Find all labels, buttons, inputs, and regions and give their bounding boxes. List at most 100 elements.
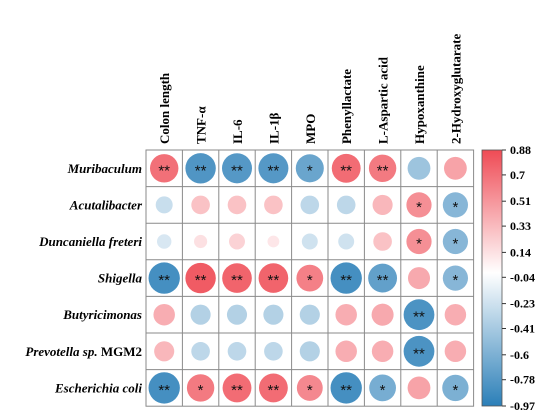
significance-mark: * (452, 236, 458, 253)
correlation-circle (190, 304, 211, 325)
row-label: Prevotella sp. MGM2 (25, 344, 142, 359)
correlation-circle (296, 374, 323, 401)
significance-mark: * (380, 382, 386, 399)
significance-mark: ** (158, 382, 170, 399)
colorbar-tick-label: -0.04 (510, 270, 535, 284)
correlation-circle (372, 194, 393, 215)
row-labels: Muribaculum Acutalibacter Duncaniella fret… (25, 161, 143, 396)
correlation-circle (264, 195, 283, 215)
correlation-circle (299, 304, 320, 325)
matrix-grid (145, 149, 475, 407)
correlation-circle (296, 264, 324, 292)
column-label: L-Aspartic acid (376, 56, 391, 144)
correlation-circle (229, 233, 245, 250)
significance-mark: ** (340, 272, 352, 289)
correlation-circle (442, 192, 469, 218)
significance-mark: ** (195, 272, 207, 289)
colorbar-gradient (481, 149, 503, 407)
significance-mark: * (307, 382, 313, 399)
column-label: TNF-α (194, 106, 209, 144)
correlation-circle (301, 233, 318, 250)
column-label: IL-6 (230, 119, 245, 144)
column-label: Hypoxanthine (412, 65, 427, 144)
colorbar-tick-label: 0.14 (510, 245, 531, 259)
correlation-circle (407, 267, 431, 290)
row-label: Acutalibacter (69, 197, 143, 212)
correlation-circle (403, 299, 435, 331)
significance-mark: ** (195, 162, 207, 179)
correlation-circle (368, 263, 398, 293)
significance-mark: ** (231, 382, 243, 399)
significance-mark: * (452, 272, 458, 289)
colorbar-tick-label: 0.7 (510, 168, 525, 182)
significance-mark: * (307, 162, 313, 179)
correlation-circle (331, 153, 361, 183)
colorbar-tick-label: 0.88 (510, 143, 531, 157)
row-label: Butyricimonas (62, 307, 142, 322)
correlation-circle (148, 372, 180, 404)
significance-mark: ** (413, 309, 425, 326)
column-label: IL-1β (266, 112, 281, 144)
correlation-circle (267, 235, 280, 248)
correlation-circle (442, 265, 469, 291)
correlation-circle (336, 195, 356, 215)
colorbar-tick-label: -0.23 (510, 297, 535, 311)
row-label: Shigella (98, 271, 143, 286)
correlation-circle (155, 196, 173, 214)
correlation-circle (154, 341, 175, 362)
correlation-circle (330, 372, 362, 404)
significance-mark: ** (340, 382, 352, 399)
correlation-circle (295, 154, 324, 183)
correlation-circle (373, 232, 392, 251)
colorbar-tick-label: -0.78 (510, 373, 535, 387)
correlation-circle (299, 341, 320, 362)
correlation-circle (442, 374, 469, 402)
colorbar-tick-label: -0.6 (510, 348, 529, 362)
significance-mark: * (416, 199, 422, 216)
correlation-circle (330, 262, 362, 294)
correlation-circle (258, 263, 289, 293)
row-label: Muribaculum (67, 161, 142, 176)
correlation-circle (191, 341, 210, 361)
correlation-circle (442, 228, 469, 255)
correlation-circle (406, 192, 432, 218)
significance-mark: ** (268, 162, 280, 179)
correlation-circle (407, 376, 431, 400)
significance-mark: ** (340, 162, 352, 179)
significance-mark: ** (413, 345, 425, 362)
row-label: Escherichia coli (54, 380, 142, 395)
significance-mark: ** (268, 382, 280, 399)
grid-border (145, 149, 475, 407)
correlation-circle (335, 340, 357, 363)
correlation-circle (300, 195, 320, 215)
correlation-circle (153, 303, 175, 326)
correlation-circle (368, 154, 397, 183)
correlation-circle (194, 234, 208, 249)
correlation-circle (186, 374, 215, 402)
significance-mark: ** (377, 162, 389, 179)
correlation-circle (335, 303, 357, 326)
correlation-circle (338, 233, 355, 250)
significance-mark: * (452, 199, 458, 216)
column-label: 2-Hydroxyglutarate (448, 34, 463, 144)
correlation-circle (185, 262, 216, 294)
correlation-circle (185, 153, 216, 184)
correlation-circle (406, 228, 432, 255)
correlation-circle (191, 195, 210, 215)
correlation-circle (371, 340, 394, 363)
column-labels: Colon length TNF-α IL-6 IL-1β MPO Phenyllacta… (157, 34, 463, 144)
correlation-circle (258, 373, 288, 403)
colorbar: 0.88 0.7 0.51 0.33 0.14 -0.04 -0.23 -0.41 -0.6 -0… (481, 143, 535, 413)
correlation-circle (156, 234, 172, 249)
correlation-circle (227, 195, 247, 215)
correlation-circle (222, 373, 252, 403)
correlation-circle (443, 156, 467, 180)
correlation-circle (263, 304, 284, 325)
significance-mark: ** (377, 272, 389, 289)
correlation-circle (369, 374, 396, 402)
significance-mark: ** (268, 272, 280, 289)
correlation-circle (227, 341, 247, 361)
colorbar-tick-label: 0.51 (510, 194, 531, 208)
significance-mark: * (452, 382, 458, 399)
